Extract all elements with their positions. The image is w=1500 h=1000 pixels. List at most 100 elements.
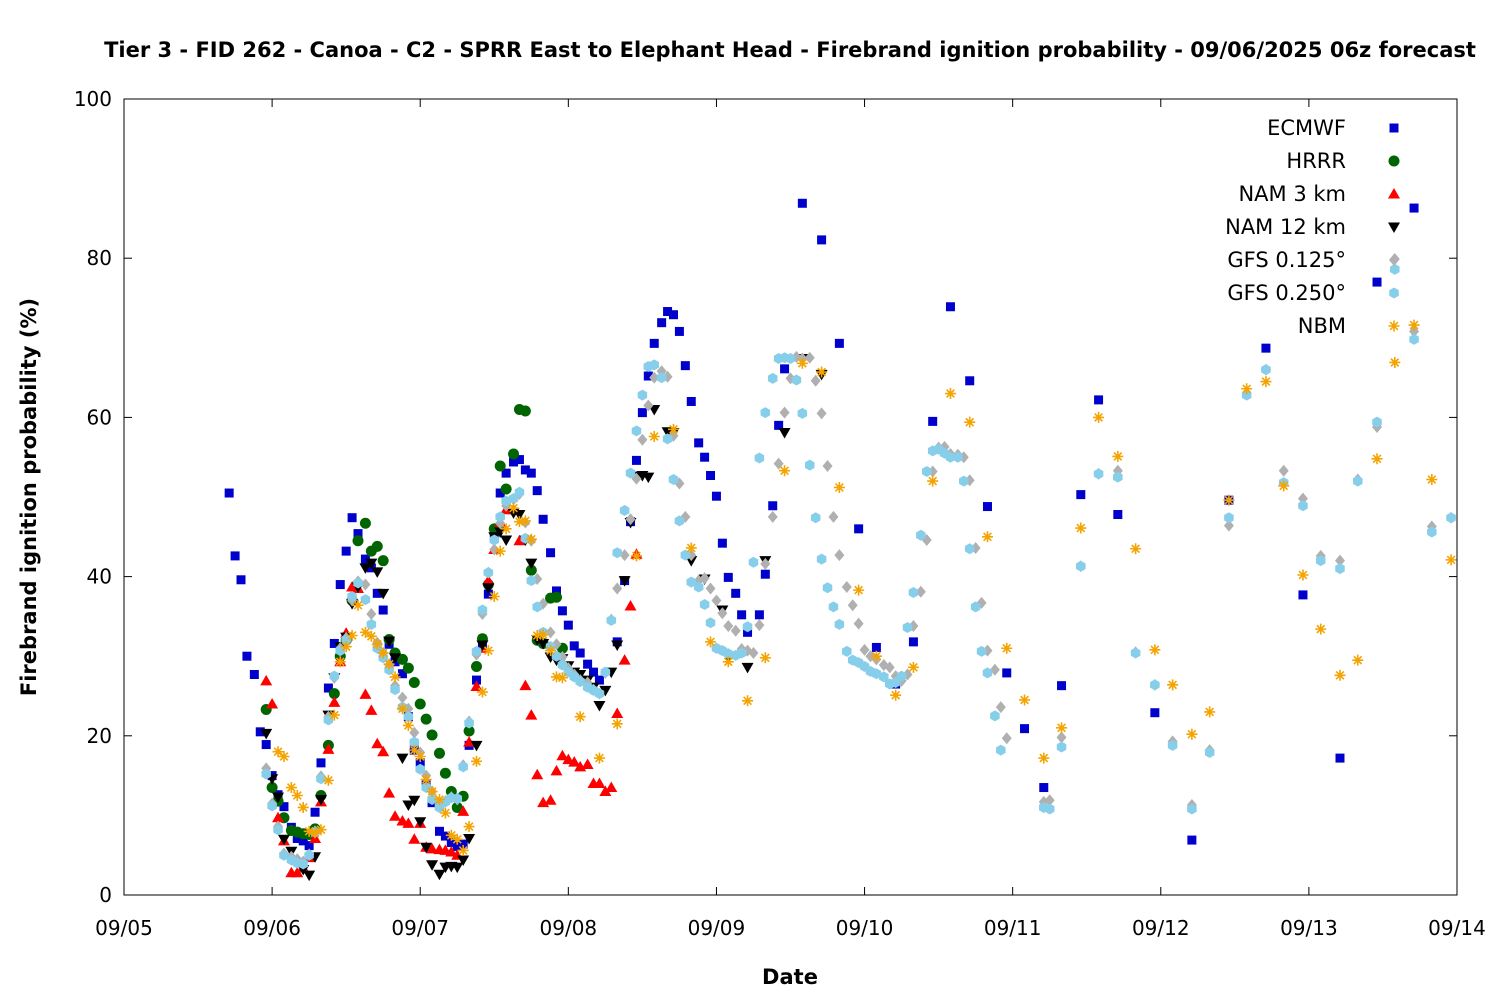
data-point: [1241, 383, 1253, 395]
x-tick-label: 09/10: [836, 916, 894, 940]
data-point: [796, 357, 808, 369]
data-point: [1315, 555, 1326, 567]
x-tick-label: 09/14: [1428, 916, 1486, 940]
data-point: [589, 667, 599, 677]
data-point: [500, 483, 512, 495]
data-point: [908, 587, 919, 599]
data-point: [315, 824, 327, 836]
data-point: [779, 406, 790, 419]
data-point: [1187, 803, 1197, 815]
data-point: [760, 569, 770, 579]
data-point: [915, 585, 926, 598]
data-point: [451, 862, 464, 874]
data-point: [1297, 569, 1309, 581]
data-point: [593, 701, 606, 712]
data-point: [774, 420, 784, 430]
data-point: [1260, 376, 1272, 388]
data-point: [989, 663, 1000, 676]
x-tick-label: 09/12: [1132, 916, 1190, 940]
data-point: [927, 475, 939, 487]
y-tick-label: 100: [74, 87, 112, 111]
data-point: [648, 431, 660, 443]
data-point: [754, 619, 765, 632]
legend-label: HRRR: [1286, 149, 1346, 173]
data-point: [359, 688, 372, 699]
data-point: [1056, 731, 1067, 744]
data-point: [329, 670, 340, 682]
data-point: [266, 697, 279, 709]
data-point: [705, 636, 717, 648]
data-point: [494, 545, 506, 557]
data-point: [922, 466, 932, 478]
data-point: [359, 563, 372, 574]
data-point: [1204, 747, 1215, 759]
data-point: [483, 567, 494, 579]
data-point: [445, 829, 457, 841]
data-point: [236, 575, 246, 585]
data-point: [402, 817, 415, 828]
data-point: [1039, 783, 1049, 793]
data-point: [396, 653, 408, 665]
data-point: [377, 555, 389, 567]
data-point: [494, 527, 507, 539]
data-point: [303, 870, 316, 882]
data-point: [723, 648, 734, 660]
data-point: [420, 713, 432, 725]
data-point: [742, 621, 753, 633]
data-point: [631, 425, 642, 437]
data-point: [415, 763, 425, 775]
data-point: [550, 591, 562, 603]
data-point: [426, 860, 439, 871]
legend: ECMWF HRRR NAM 3 km NAM 12 km GFS 0.125° GFS …: [1225, 116, 1400, 338]
data-point: [847, 599, 858, 612]
data-point: [537, 638, 550, 650]
data-point: [366, 618, 377, 630]
data-point: [822, 459, 833, 472]
data-point: [879, 671, 889, 683]
data-point: [741, 662, 754, 674]
data-point: [1094, 395, 1104, 405]
data-point: [656, 372, 667, 384]
data-point: [323, 714, 334, 726]
data-point: [1335, 753, 1345, 763]
data-point: [625, 467, 636, 479]
data-point: [723, 572, 733, 582]
data-point: [737, 610, 747, 620]
data-point: [742, 695, 754, 707]
data-point: [1056, 722, 1068, 734]
data-point: [446, 837, 456, 847]
data-point: [482, 645, 494, 657]
data-point: [686, 576, 697, 588]
data-point: [982, 667, 993, 679]
data-point: [1409, 333, 1419, 345]
data-point: [402, 800, 415, 812]
data-point: [273, 824, 283, 836]
data-point: [1076, 560, 1086, 572]
data-point: [359, 517, 371, 529]
data-point: [717, 538, 727, 548]
data-point: [452, 841, 462, 851]
data-point: [1372, 277, 1382, 287]
y-axis-label: Firebrand ignition probability (%): [17, 298, 41, 696]
chart-title: Tier 3 - FID 262 - Canoa - C2 - SPRR Eas…: [104, 38, 1476, 62]
data-point: [440, 831, 450, 841]
data-point: [1445, 554, 1457, 566]
data-point: [711, 491, 721, 501]
series-nbm: [272, 319, 1457, 856]
data-point: [408, 744, 420, 756]
data-point: [754, 452, 765, 464]
data-point: [1334, 669, 1346, 681]
data-point: [414, 817, 427, 828]
data-point: [383, 787, 396, 798]
data-point: [377, 647, 389, 659]
data-point: [618, 654, 631, 665]
data-point: [574, 711, 586, 723]
data-point: [476, 686, 488, 698]
data-point: [445, 846, 458, 857]
data-point: [452, 793, 463, 805]
data-point: [314, 794, 327, 806]
data-point: [471, 755, 483, 767]
data-point: [408, 795, 421, 807]
data-point: [1038, 752, 1050, 764]
